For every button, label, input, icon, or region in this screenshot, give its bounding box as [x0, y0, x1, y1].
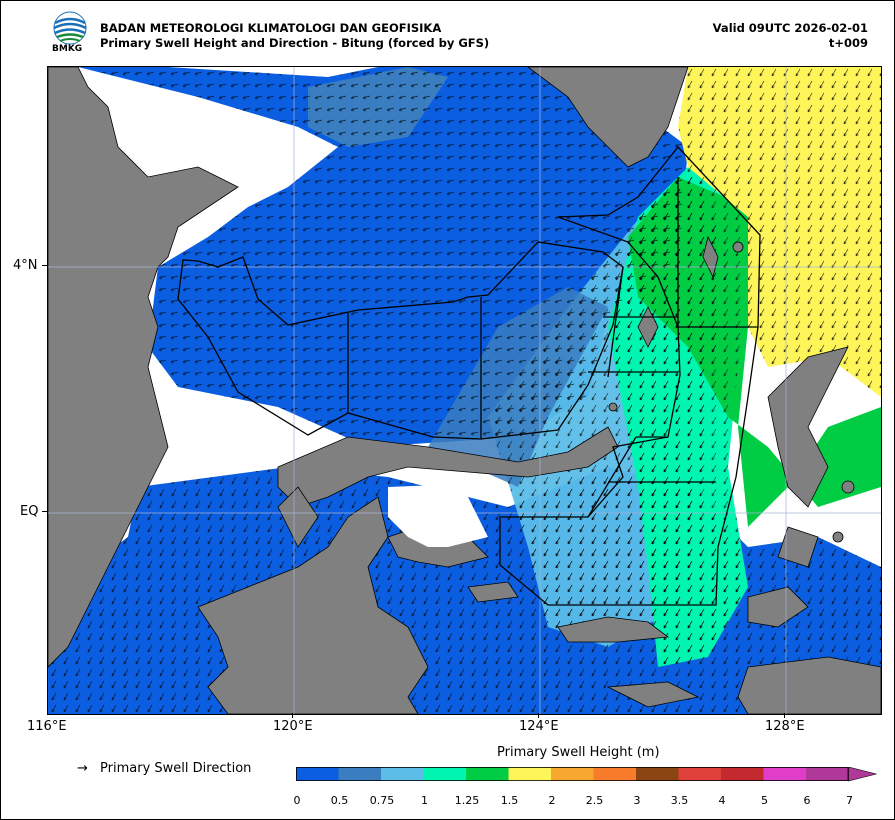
- colorbar-segment: [466, 767, 509, 781]
- colorbar-segment: [381, 767, 424, 781]
- tick-4n: [42, 265, 47, 266]
- colorbar-segment: [338, 767, 381, 781]
- direction-legend: → Primary Swell Direction: [77, 761, 251, 776]
- logo-text: BMKG: [52, 44, 83, 54]
- colorbar-segment: [721, 767, 764, 781]
- colorbar-extend-arrow: [848, 767, 877, 782]
- agency-title: BADAN METEOROLOGI KLIMATOLOGI DAN GEOFIS…: [100, 21, 442, 35]
- colorbar: [296, 767, 877, 782]
- colorbar-tick-label: 5: [761, 794, 768, 807]
- lon-label-124: 124°E: [519, 719, 559, 734]
- colorbar-segment: [508, 767, 551, 781]
- lon-label-120: 120°E: [273, 719, 313, 734]
- colorbar-tick-label: 3: [633, 794, 641, 807]
- lon-label-128: 128°E: [765, 719, 805, 734]
- tick-eq: [42, 511, 47, 512]
- direction-legend-label: Primary Swell Direction: [100, 761, 252, 776]
- bmkg-logo: [53, 11, 87, 45]
- colorbar-segment: [763, 767, 806, 781]
- colorbar-tick-label: 6: [803, 794, 811, 807]
- colorbar-segment: [551, 767, 594, 781]
- swell-map: [47, 66, 882, 715]
- colorbar-tick-label: 1.25: [454, 794, 480, 807]
- map-canvas: [48, 67, 881, 714]
- tick-128e: [784, 713, 785, 718]
- colorbar-tick-label: 1.5: [500, 794, 519, 807]
- lead-time: t+009: [828, 36, 868, 50]
- colorbar-segment: [636, 767, 679, 781]
- colorbar-tick-label: 1: [421, 794, 428, 807]
- tick-120e: [292, 713, 293, 718]
- colorbar-title: Primary Swell Height (m): [497, 745, 660, 760]
- colorbar-tick-label: 2: [548, 794, 556, 807]
- valid-time: Valid 09UTC 2026-02-01: [712, 21, 868, 35]
- colorbar-tick-label: 0.75: [369, 794, 395, 807]
- colorbar-tick-label: 0.5: [330, 794, 349, 807]
- swell-direction-arrows: [48, 67, 881, 714]
- colorbar-tick-label: 2.5: [585, 794, 604, 807]
- product-title: Primary Swell Height and Direction - Bit…: [100, 36, 490, 50]
- tick-124e: [538, 713, 539, 718]
- colorbar-tick-label: 7: [846, 794, 853, 807]
- colorbar-segment: [806, 767, 849, 781]
- colorbar-tick-label: 3.5: [670, 794, 689, 807]
- colorbar-segment: [593, 767, 636, 781]
- colorbar-segment: [678, 767, 721, 781]
- colorbar-tick-label: 0: [293, 794, 301, 807]
- colorbar-tick-label: 4: [718, 794, 726, 807]
- colorbar-segment: [423, 767, 466, 781]
- lat-label-eq: EQ: [20, 504, 39, 519]
- lat-label-4n: 4°N: [13, 258, 38, 273]
- lon-label-116: 116°E: [27, 719, 67, 734]
- forecast-area-boundaries: [177, 146, 761, 606]
- colorbar-outline: [296, 767, 849, 781]
- arrow-right-icon: →: [77, 761, 88, 776]
- colorbar-segment: [296, 767, 339, 781]
- land: [48, 67, 881, 714]
